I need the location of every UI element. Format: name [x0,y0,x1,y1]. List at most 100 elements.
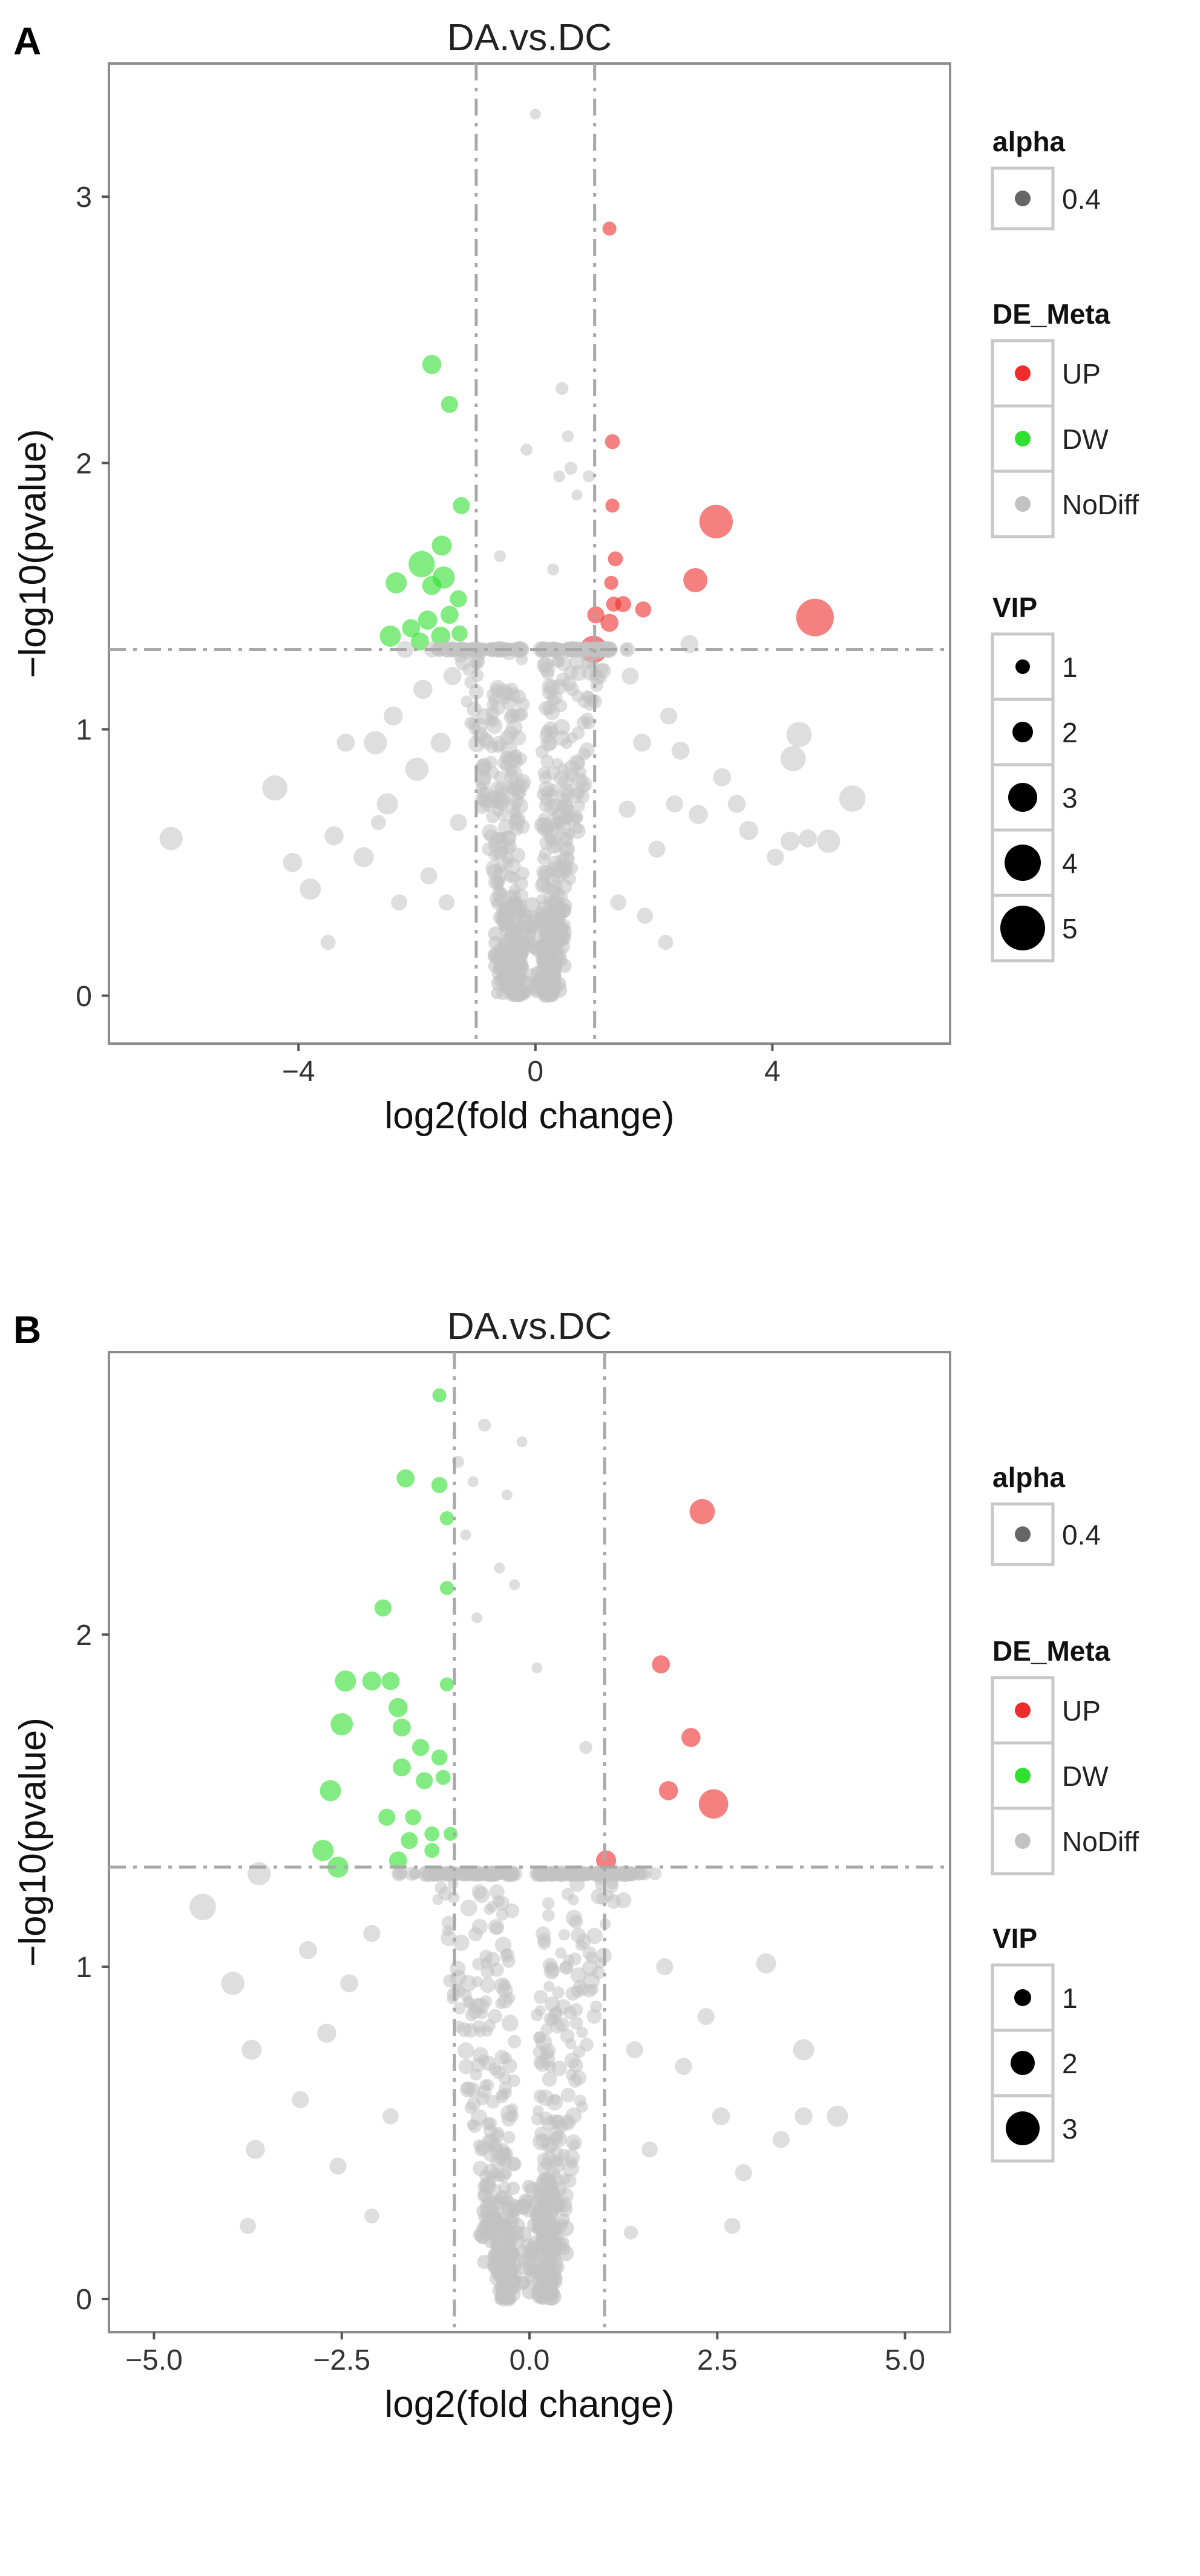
legend-vip-label: 2 [1062,717,1078,748]
point-nodiff [520,2238,536,2254]
point-nodiff [564,462,578,475]
point-nodiff [476,757,492,774]
point-nodiff [499,750,513,764]
point-nodiff [539,847,552,860]
point-dw [401,1832,418,1849]
point-nodiff [503,839,517,853]
point-dw [422,355,442,374]
point-nodiff [712,2107,730,2126]
point-nodiff [485,860,502,877]
y-tick-label: 2 [76,448,92,480]
point-dw [402,619,421,638]
point-nodiff [507,2182,520,2195]
point-nodiff [292,2091,309,2108]
point-nodiff [483,793,499,809]
point-dw [439,1581,454,1595]
point-nodiff [500,2052,512,2065]
point-dw [431,626,450,646]
point-nodiff [615,1868,628,1880]
point-nodiff [582,716,595,730]
point-nodiff [533,2281,548,2296]
point-nodiff [480,1977,496,1993]
point-nodiff [648,840,666,858]
point-dw [312,1840,334,1862]
point-nodiff [553,470,565,483]
legend-vip-label: 3 [1062,2113,1078,2145]
point-nodiff [656,1958,674,1975]
point-nodiff [432,1894,444,1906]
point-nodiff [470,2109,488,2126]
legend-alpha-value: 0.4 [1062,183,1101,215]
point-dw [431,1477,448,1493]
point-nodiff [506,719,523,736]
point-nodiff [563,2006,577,2019]
legend-vip-label: 5 [1062,913,1078,944]
point-nodiff [572,2045,586,2058]
point-nodiff [546,972,562,989]
plot-frame [108,62,951,1045]
point-nodiff [514,778,530,793]
point-nodiff [434,1881,448,1894]
point-nodiff [548,2200,563,2215]
legend-up-swatch [1015,365,1031,381]
point-nodiff [576,1983,590,1996]
point-nodiff [689,805,708,825]
panel-label: B [13,1308,41,1352]
point-nodiff [430,733,451,753]
point-nodiff [671,741,690,760]
x-tick-label: 2.5 [697,2344,738,2376]
point-nodiff [583,470,595,483]
point-dw [411,632,429,651]
point-nodiff [510,822,523,836]
point-nodiff [490,2238,502,2251]
point-nodiff [483,2019,496,2032]
legend-alpha-title: alpha [992,126,1066,157]
point-nodiff [447,1891,460,1904]
point-nodiff [786,722,812,748]
point-nodiff [552,648,565,661]
point-up [600,613,618,632]
point-nodiff [505,708,519,722]
point-nodiff [502,952,518,967]
legend-up-label: UP [1062,1695,1101,1727]
point-dw [393,1718,411,1737]
point-nodiff [457,2022,472,2038]
point-nodiff [420,867,438,884]
point-nodiff [540,958,556,973]
legend-vip-swatch [1014,1989,1031,2006]
legend-vip-label: 2 [1062,2048,1078,2079]
point-nodiff [494,1562,505,1574]
point-nodiff [447,1993,459,2005]
point-nodiff [530,108,541,120]
point-dw [444,1826,458,1841]
point-nodiff [508,2200,524,2216]
point-nodiff [555,2017,570,2032]
point-nodiff [159,826,183,851]
point-nodiff [496,2168,511,2183]
legend-up-label: UP [1062,358,1101,390]
legend-vip-swatch [1011,2051,1035,2075]
point-nodiff [554,699,568,713]
point-nodiff [508,969,525,985]
y-tick-label: 1 [76,1952,92,1984]
point-nodiff [487,2205,500,2218]
point-nodiff [551,918,564,932]
point-up [604,575,618,590]
point-nodiff [507,2074,520,2087]
point-nodiff [637,907,654,924]
point-nodiff [557,958,572,973]
point-dw [424,1826,440,1842]
point-nodiff [548,816,563,831]
x-tick-label: −4 [282,1056,315,1088]
y-tick-label: 0 [76,2284,92,2316]
point-nodiff [621,667,639,685]
point-nodiff [501,1489,513,1501]
point-nodiff [735,2164,752,2182]
point-nodiff [508,2035,522,2049]
chart-title: DA.vs.DC [447,17,612,59]
point-nodiff [493,874,506,887]
point-nodiff [477,2255,491,2269]
point-up [635,601,652,618]
point-nodiff [502,2131,516,2144]
point-nodiff [514,752,528,765]
